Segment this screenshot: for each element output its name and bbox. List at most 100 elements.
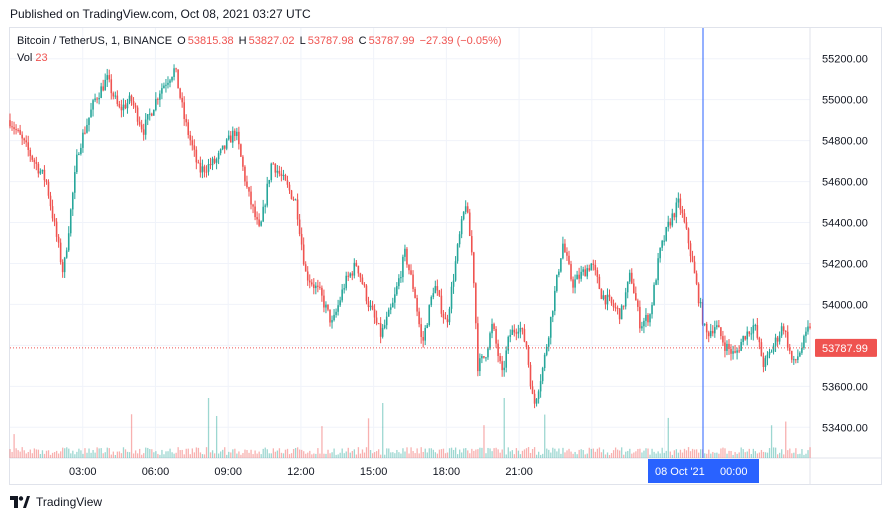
volume-bar bbox=[542, 453, 544, 458]
volume-bar bbox=[45, 450, 48, 458]
candle-body bbox=[803, 336, 805, 348]
candle-body bbox=[722, 336, 724, 343]
candle-body bbox=[128, 95, 131, 103]
volume-bar bbox=[116, 451, 119, 458]
candle-body bbox=[238, 131, 240, 145]
volume-bar bbox=[809, 447, 811, 458]
volume-bar bbox=[580, 449, 582, 458]
candle-body bbox=[396, 286, 398, 295]
candle-body bbox=[312, 284, 315, 289]
candle-body bbox=[155, 98, 157, 110]
volume-bar bbox=[791, 453, 793, 458]
candle-body bbox=[620, 305, 623, 320]
volume-bar bbox=[513, 454, 516, 458]
candle-body bbox=[45, 180, 48, 182]
candle-body bbox=[173, 68, 175, 77]
candle-body bbox=[551, 311, 554, 317]
volume-bar bbox=[353, 449, 356, 458]
candle-body bbox=[724, 342, 726, 351]
volume-bar bbox=[278, 448, 281, 458]
volume-bar bbox=[501, 449, 503, 458]
candle-body bbox=[653, 284, 655, 306]
volume-bar bbox=[485, 453, 487, 458]
candle-body bbox=[319, 286, 321, 288]
volume-bar bbox=[649, 454, 651, 458]
volume-bar bbox=[205, 447, 208, 458]
volume-bar bbox=[714, 452, 716, 458]
volume-bar bbox=[698, 452, 700, 458]
candle-body bbox=[477, 323, 479, 372]
candle-body bbox=[276, 170, 279, 173]
candle-body bbox=[122, 104, 125, 111]
volume-bar bbox=[428, 448, 430, 458]
volume-bar bbox=[645, 448, 647, 458]
volume-bar bbox=[159, 454, 161, 458]
candle-body bbox=[61, 262, 64, 273]
candle-body bbox=[11, 126, 13, 128]
volume-bar bbox=[347, 447, 349, 458]
volume-bar bbox=[183, 454, 185, 458]
volume-bar bbox=[576, 454, 578, 458]
candle-body bbox=[568, 255, 570, 265]
candle-body bbox=[341, 289, 343, 301]
volume-bar bbox=[58, 453, 60, 458]
volume-bar bbox=[15, 448, 17, 458]
volume-bar bbox=[556, 451, 558, 458]
volume-bar bbox=[80, 450, 82, 458]
candle-body bbox=[132, 101, 135, 106]
candle-body bbox=[219, 149, 222, 154]
volume-bar bbox=[102, 453, 104, 458]
candle-body bbox=[499, 356, 501, 362]
volume-bar bbox=[313, 453, 315, 458]
volume-bar bbox=[173, 453, 175, 458]
volume-bar bbox=[414, 453, 416, 458]
candle-body bbox=[266, 183, 269, 206]
volume-bar bbox=[284, 449, 287, 458]
volume-bar bbox=[509, 451, 511, 458]
volume-bar bbox=[635, 451, 637, 458]
candle-body bbox=[639, 306, 641, 329]
candle-body bbox=[637, 300, 639, 307]
volume-bar bbox=[493, 448, 495, 458]
candle-body bbox=[507, 336, 510, 351]
volume-bar bbox=[546, 448, 548, 458]
candle-body bbox=[479, 358, 481, 372]
candle-body bbox=[598, 276, 601, 289]
candle-body bbox=[732, 351, 734, 354]
candle-body bbox=[657, 258, 659, 281]
candle-body bbox=[705, 323, 708, 333]
y-tick-label: 54600.00 bbox=[822, 177, 868, 189]
candle-body bbox=[146, 114, 149, 120]
candle-body bbox=[483, 356, 485, 358]
volume-bar bbox=[602, 449, 605, 458]
volume-bar bbox=[53, 452, 56, 458]
volume-bar bbox=[574, 451, 576, 458]
candle-body bbox=[349, 273, 352, 277]
candle-body bbox=[438, 290, 441, 296]
candle-body bbox=[412, 274, 414, 289]
volume-bar bbox=[588, 447, 590, 458]
candle-body bbox=[25, 140, 28, 143]
candle-body bbox=[389, 307, 392, 310]
volume-bar bbox=[659, 453, 661, 458]
volume-bar bbox=[677, 452, 680, 458]
footer-brand[interactable]: TradingView bbox=[10, 495, 102, 509]
candle-body bbox=[205, 171, 208, 173]
volume-bar bbox=[296, 447, 299, 458]
volume-bar bbox=[325, 453, 327, 458]
candle-body bbox=[43, 169, 46, 181]
candle-body bbox=[250, 191, 252, 205]
candle-body bbox=[622, 305, 625, 307]
volume-bar bbox=[72, 450, 74, 458]
volume-bar bbox=[572, 453, 574, 458]
volume-bar bbox=[112, 451, 114, 458]
volume-bar bbox=[704, 453, 706, 458]
volume-bar bbox=[527, 447, 530, 458]
volume-bar bbox=[481, 447, 483, 458]
volume-bar bbox=[37, 449, 40, 458]
volume-bar bbox=[343, 453, 345, 458]
volume-bar bbox=[746, 451, 748, 458]
volume-bar bbox=[627, 450, 629, 458]
volume-bar bbox=[558, 448, 560, 458]
